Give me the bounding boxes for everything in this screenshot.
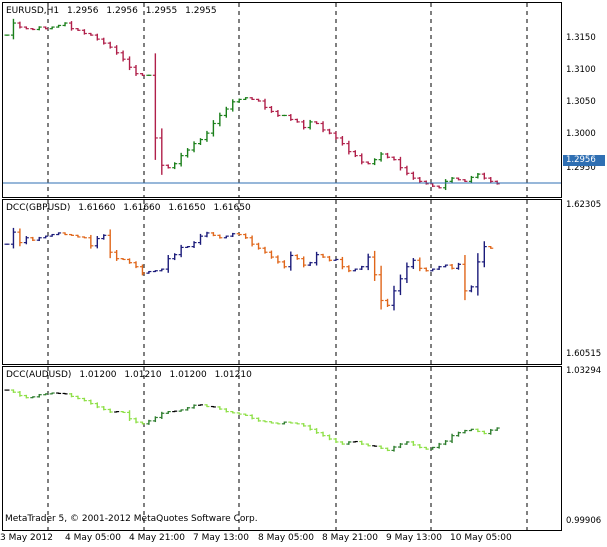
- eurusd-price-tick: 1.3000: [566, 129, 596, 139]
- time-axis-label: 7 May 13:00: [193, 533, 249, 543]
- audusd-high-value: 1.01210: [124, 370, 162, 380]
- eurusd-price-tick: 1.3100: [566, 65, 596, 75]
- gbpusd-indicator-canvas[interactable]: [3, 200, 561, 364]
- gbpusd-min-tick: 1.60515: [566, 349, 602, 359]
- eurusd-price-tick: 1.2950: [566, 163, 596, 173]
- audusd-indicator-pane[interactable]: DCC(AUDUSD) 1.01200 1.01210 1.01200 1.01…: [2, 366, 562, 531]
- audusd-indicator-canvas[interactable]: [3, 367, 561, 530]
- time-axis-label: 8 May 05:00: [258, 533, 314, 543]
- gbpusd-indicator-pane[interactable]: DCC(GBPUSD) 1.61660 1.61660 1.61650 1.61…: [2, 199, 562, 365]
- eurusd-price-tick: 1.3150: [566, 33, 596, 43]
- eurusd-chart-pane[interactable]: EURUSD,H1 1.2956 1.2956 1.2955 1.2955: [2, 2, 562, 198]
- eurusd-high-value: 1.2956: [106, 6, 138, 16]
- copyright-text: MetaTrader 5, © 2001-2012 MetaQuotes Sof…: [5, 514, 258, 524]
- audusd-open-value: 1.01200: [79, 370, 117, 380]
- audusd-pane-title: DCC(AUDUSD) 1.01200 1.01210 1.01200 1.01…: [6, 370, 257, 380]
- gbpusd-high-value: 1.61660: [123, 203, 161, 213]
- audusd-low-value: 1.01200: [169, 370, 207, 380]
- eurusd-open-value: 1.2956: [67, 6, 99, 16]
- eurusd-symbol-label: EURUSD,H1: [6, 6, 60, 16]
- time-axis-label: 9 May 13:00: [386, 533, 442, 543]
- gbpusd-open-value: 1.61660: [78, 203, 116, 213]
- time-axis-label: 3 May 2012: [0, 533, 53, 543]
- gbpusd-low-value: 1.61650: [168, 203, 206, 213]
- audusd-close-value: 1.01210: [214, 370, 252, 380]
- audusd-min-tick: 0.99906: [566, 516, 602, 526]
- time-axis-label: 4 May 05:00: [65, 533, 121, 543]
- eurusd-price-tick: 1.3050: [566, 97, 596, 107]
- time-axis-label: 4 May 21:00: [129, 533, 185, 543]
- gbpusd-pane-title: DCC(GBPUSD) 1.61660 1.61660 1.61650 1.61…: [6, 203, 256, 213]
- time-axis-label: 10 May 05:00: [450, 533, 512, 543]
- eurusd-chart-canvas[interactable]: [3, 3, 561, 197]
- gbpusd-max-tick: 1.62305: [566, 200, 602, 210]
- eurusd-close-value: 1.2955: [185, 6, 217, 16]
- gbpusd-close-value: 1.61650: [213, 203, 251, 213]
- audusd-max-tick: 1.03294: [566, 366, 602, 376]
- audusd-indicator-label: DCC(AUDUSD): [6, 370, 72, 380]
- eurusd-current-price-tag: 1.2956: [563, 155, 605, 166]
- eurusd-low-value: 1.2955: [145, 6, 178, 16]
- time-axis-label: 8 May 21:00: [322, 533, 378, 543]
- gbpusd-indicator-label: DCC(GBPUSD): [6, 203, 71, 213]
- eurusd-pane-title: EURUSD,H1 1.2956 1.2956 1.2955 1.2955: [6, 6, 222, 16]
